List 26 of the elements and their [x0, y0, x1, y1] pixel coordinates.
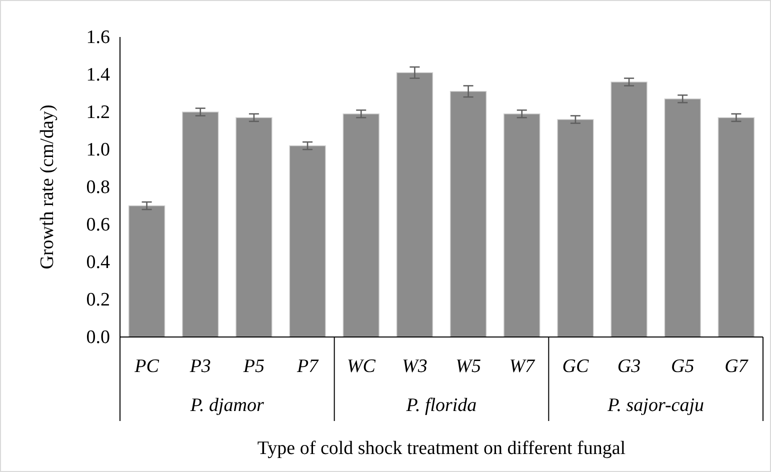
- y-tick-label: 1.4: [86, 64, 110, 86]
- y-tick-label: 1.6: [86, 27, 110, 48]
- y-tick-label: 0.0: [86, 327, 110, 348]
- x-tick-label: P7: [296, 356, 320, 377]
- x-axis-title: Type of cold shock treatment on different fungal: [257, 438, 626, 459]
- text: P. florida: [405, 395, 477, 416]
- y-axis-title: Growth rate (cm/day): [37, 104, 58, 270]
- x-tick-label: W5: [456, 356, 481, 377]
- y-tick-label: 0.4: [86, 252, 110, 274]
- x-tick-label: G5: [671, 356, 694, 377]
- x-tick-label: WC: [346, 356, 376, 377]
- y-tick-label: 0.8: [86, 177, 110, 198]
- x-tick-label: GC: [562, 356, 589, 377]
- x-tick-label: PC: [134, 356, 160, 377]
- x-tick-label: W7: [509, 356, 536, 377]
- y-tick-label: 1.2: [86, 102, 110, 124]
- x-tick-label: P5: [242, 356, 265, 377]
- y-tick-label: 1.0: [86, 140, 110, 161]
- x-tick-label: P3: [188, 356, 211, 377]
- y-tick-label: 0.2: [86, 290, 110, 311]
- text: P. djamor: [189, 395, 265, 416]
- x-tick-label: G7: [724, 356, 750, 377]
- x-tick-label: G3: [617, 356, 641, 377]
- x-tick-label: W3: [402, 356, 428, 377]
- y-tick-label: 0.6: [86, 214, 110, 236]
- text: P. sajor-caju: [606, 395, 704, 416]
